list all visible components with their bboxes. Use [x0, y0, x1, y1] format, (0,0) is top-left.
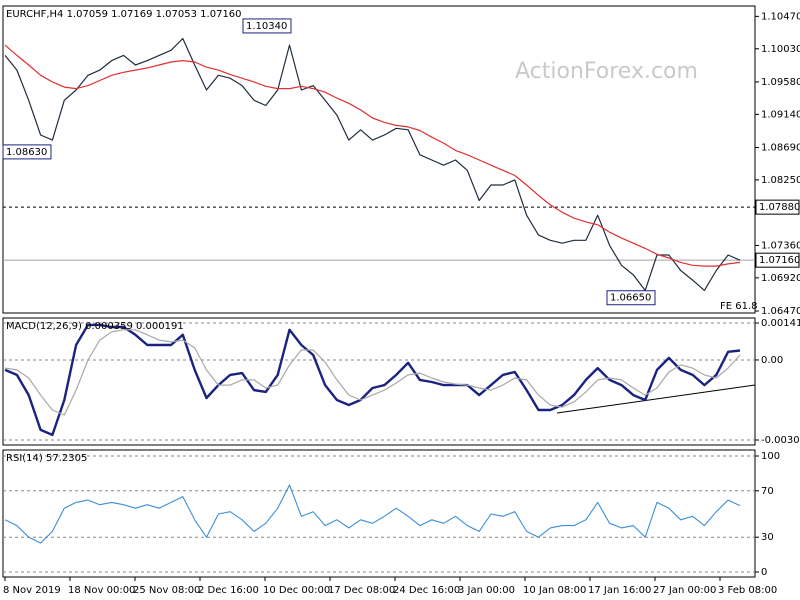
series-line: [4, 329, 741, 416]
x-tick-label: 18 Nov 00:00: [68, 585, 135, 596]
series-line: [4, 484, 741, 544]
level-label-box: [755, 252, 800, 268]
level-label: 1.07160: [759, 255, 800, 266]
price-label: 1.10340: [246, 21, 287, 32]
price-label-box: [606, 290, 656, 306]
x-tick-label: 2 Dec 16:00: [198, 585, 259, 596]
x-tick-label: 10 Dec 00:00: [263, 585, 330, 596]
y-tick-label: 1.06470: [761, 306, 800, 317]
price-label-box: [242, 18, 292, 34]
panel-frame: [2, 317, 756, 446]
y-tick-label: 1.06920: [761, 273, 800, 284]
panel-title: EURCHF,H4 1.07059 1.07169 1.07053 1.0716…: [6, 9, 242, 20]
y-tick-label: -0.003055: [761, 435, 800, 446]
y-tick-label: 1.07360: [761, 240, 800, 251]
x-tick-label: 3 Jan 00:00: [458, 585, 515, 596]
y-tick-label: 0.001411: [761, 318, 800, 329]
x-tick-label: 27 Jan 00:00: [653, 585, 716, 596]
y-tick-label: 1.08250: [761, 175, 800, 186]
y-tick-label: 30: [761, 532, 774, 543]
x-tick-label: 25 Nov 08:00: [133, 585, 200, 596]
y-tick-label: 1.09580: [761, 77, 800, 88]
y-tick-label: 0: [761, 567, 767, 578]
panel-title: MACD(12,26,9) 0.000359 0.000191: [6, 321, 184, 332]
series-line: [4, 44, 741, 267]
panel-frame: [2, 449, 756, 578]
level-label-box: [755, 199, 800, 215]
trend-line: [556, 384, 756, 414]
x-tick-label: 17 Dec 08:00: [328, 585, 395, 596]
price-label: 1.06650: [610, 293, 651, 304]
watermark: ActionForex.com: [515, 59, 698, 84]
y-tick-label: 100: [761, 451, 780, 462]
panel-title: RSI(14) 57.2305: [6, 453, 87, 464]
y-tick-label: 1.09140: [761, 109, 800, 120]
y-tick-label: 1.10030: [761, 44, 800, 55]
x-tick-label: 8 Nov 2019: [3, 585, 61, 596]
price-label: 1.08630: [6, 147, 47, 158]
y-tick-label: 1.10470: [761, 11, 800, 22]
x-tick-label: 3 Feb 08:00: [718, 585, 777, 596]
x-tick-label: 24 Dec 16:00: [393, 585, 460, 596]
price-label-box: [2, 144, 52, 160]
y-tick-label: 70: [761, 486, 774, 497]
level-label: 1.07880: [759, 202, 800, 213]
y-tick-label: 1.08690: [761, 142, 800, 153]
y-tick-label: 0.00: [761, 355, 783, 366]
annotation: FE 61.8: [720, 301, 758, 312]
panel-frame: [2, 5, 756, 314]
series-line: [4, 37, 741, 291]
x-tick-label: 17 Jan 16:00: [588, 585, 651, 596]
x-tick-label: 10 Jan 08:00: [523, 585, 586, 596]
